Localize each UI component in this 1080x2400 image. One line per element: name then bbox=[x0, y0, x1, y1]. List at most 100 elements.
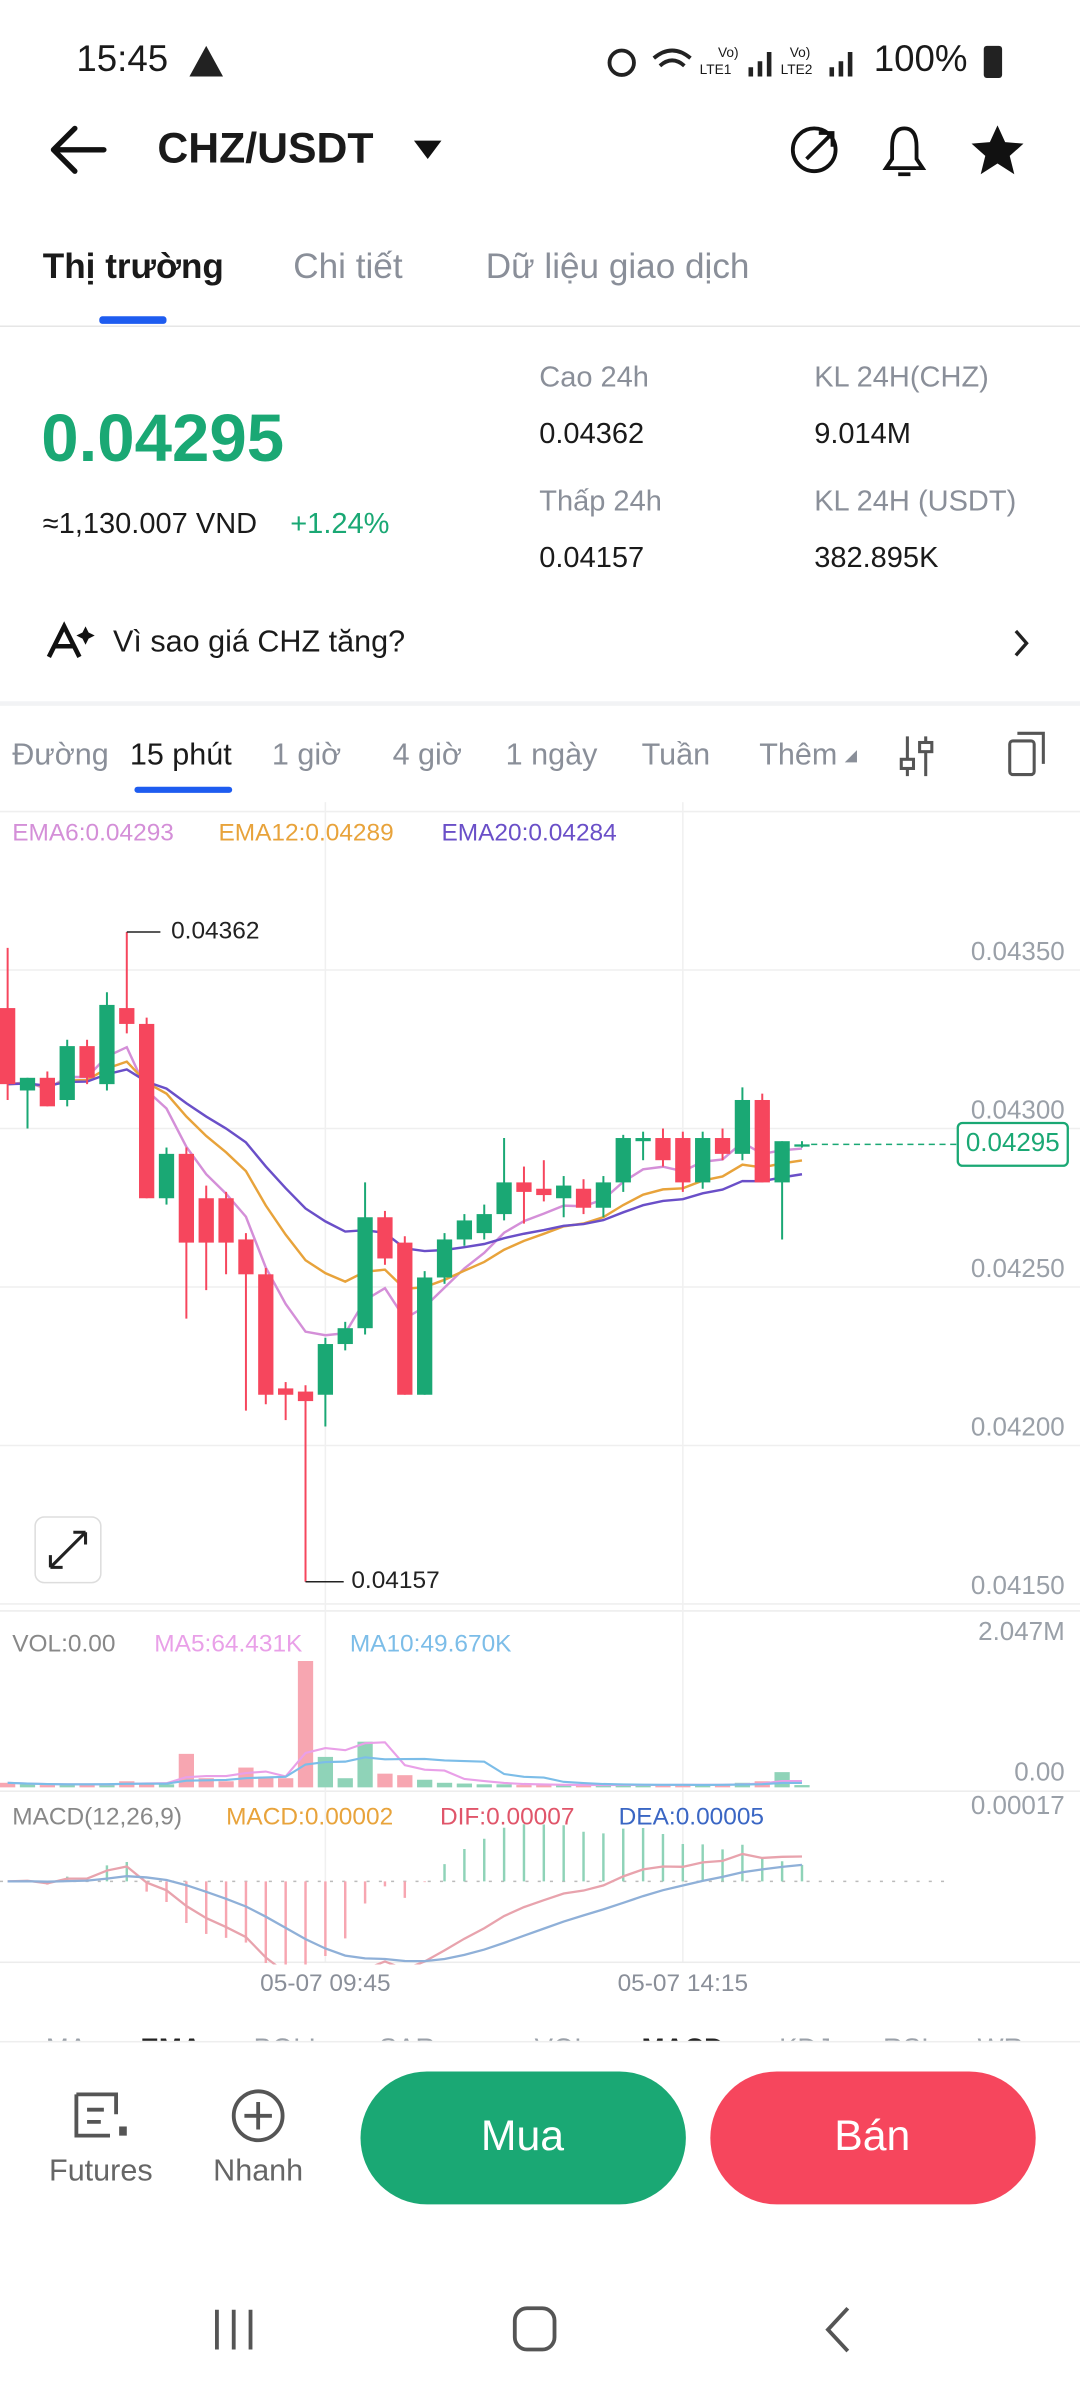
volume-bar bbox=[397, 1775, 413, 1788]
battery-icon bbox=[983, 45, 1003, 78]
volume-bar bbox=[794, 1785, 810, 1788]
volume-bar bbox=[695, 1785, 711, 1788]
interval[interactable]: 4 giờ bbox=[393, 737, 462, 771]
tab[interactable]: Chi tiết bbox=[293, 247, 403, 286]
layout-button[interactable] bbox=[1008, 731, 1045, 777]
indicator-tab: EMA bbox=[141, 2032, 202, 2063]
quick-button[interactable]: Nhanh bbox=[213, 2089, 303, 2187]
indicator-tab: BOLL bbox=[254, 2032, 324, 2063]
candle-body bbox=[615, 1138, 631, 1183]
quick-label: Nhanh bbox=[213, 2153, 303, 2187]
insight-row[interactable]: Vì sao giá CHZ tăng? bbox=[46, 621, 1029, 658]
volume-tick-label: 0.00 bbox=[1014, 1756, 1065, 1786]
volume-bar bbox=[774, 1772, 790, 1788]
volume-bar bbox=[575, 1785, 592, 1788]
interval[interactable]: Thêm bbox=[759, 737, 837, 771]
volume-bar bbox=[59, 1785, 75, 1788]
volume-bar bbox=[436, 1782, 453, 1788]
candle-body bbox=[595, 1182, 612, 1208]
sim2: Vo) bbox=[790, 45, 811, 60]
y-tick-label: 0.04400 bbox=[971, 778, 1065, 808]
candle-body bbox=[436, 1239, 453, 1278]
interval[interactable]: 15 phút bbox=[130, 737, 232, 771]
indicator-tab: WR bbox=[978, 2032, 1024, 2063]
volume-bar bbox=[456, 1783, 473, 1788]
favorite-button[interactable] bbox=[971, 125, 1024, 175]
last-price-tag bbox=[956, 1121, 1069, 1167]
y-tick-label: 0.04350 bbox=[971, 936, 1065, 966]
candle-body bbox=[794, 1144, 810, 1147]
interval-indicator bbox=[134, 786, 233, 793]
candle-body bbox=[377, 1217, 393, 1259]
stat-value: 382.895K bbox=[814, 542, 939, 574]
legend-entry: EMA12:0.04289 bbox=[218, 820, 393, 847]
nav-home[interactable] bbox=[512, 2306, 557, 2352]
interval[interactable]: Tuần bbox=[642, 737, 711, 771]
volume-bar bbox=[595, 1785, 612, 1788]
volume-bar bbox=[139, 1782, 155, 1788]
pair-title[interactable]: CHZ/USDT bbox=[157, 125, 373, 173]
candle-body bbox=[337, 1328, 353, 1345]
tab-indicator bbox=[99, 316, 167, 324]
candle-body bbox=[19, 1077, 36, 1091]
volume-bar bbox=[0, 1782, 16, 1788]
pair-dropdown[interactable] bbox=[413, 140, 442, 159]
divider bbox=[0, 1790, 1080, 1792]
candle-body bbox=[695, 1138, 711, 1183]
sim1: Vo) bbox=[718, 45, 739, 60]
legend-entry: EMA6:0.04293 bbox=[12, 820, 174, 847]
volume-bar bbox=[39, 1785, 55, 1788]
legend-entry: EMA20:0.04284 bbox=[441, 820, 616, 847]
interval[interactable]: Đường bbox=[12, 737, 109, 771]
bell-button[interactable] bbox=[882, 126, 927, 177]
back-button[interactable] bbox=[50, 125, 107, 174]
candle-body bbox=[278, 1388, 294, 1395]
share-button[interactable] bbox=[790, 126, 838, 174]
interval[interactable]: 1 giờ bbox=[272, 737, 341, 771]
candle-body bbox=[635, 1138, 651, 1142]
interval[interactable]: 1 ngày bbox=[506, 737, 598, 771]
candle-body bbox=[754, 1099, 770, 1183]
tab[interactable]: Thị trường bbox=[43, 247, 224, 286]
nav-recents[interactable] bbox=[215, 2309, 253, 2350]
price-change: +1.24% bbox=[290, 508, 389, 540]
volume-ma-line bbox=[7, 1756, 802, 1786]
volume-tick-label: 2.047M bbox=[978, 1616, 1065, 1646]
stat-label: Cao 24h bbox=[539, 362, 649, 394]
candle-body bbox=[774, 1141, 790, 1183]
indicator-tab: MACD bbox=[642, 2032, 724, 2063]
stat-value: 0.04157 bbox=[539, 542, 644, 574]
candle-body bbox=[158, 1153, 175, 1199]
settings-button[interactable] bbox=[899, 736, 934, 777]
expand-button[interactable] bbox=[34, 1516, 102, 1584]
candle-body bbox=[655, 1138, 671, 1161]
indicator-row: MA EMA BOLL SAR VOL MACD KDJ RSI WR bbox=[46, 2032, 1024, 2063]
candle-body bbox=[714, 1138, 731, 1154]
futures-button[interactable]: Futures bbox=[49, 2092, 153, 2187]
volume-bar bbox=[377, 1773, 393, 1788]
lte1: LTE1 bbox=[700, 62, 732, 77]
indicator-tab: MA bbox=[46, 2032, 88, 2063]
candle-body bbox=[119, 1008, 135, 1024]
indicator-tab: KDJ bbox=[779, 2032, 831, 2063]
candle-body bbox=[456, 1220, 473, 1240]
high-label: 0.04362 bbox=[171, 917, 259, 944]
y-tick-label: 0.04300 bbox=[971, 1095, 1065, 1125]
volume-chart bbox=[0, 1660, 810, 1788]
candle-body bbox=[357, 1217, 373, 1329]
buy-button[interactable]: Mua bbox=[360, 2071, 686, 2205]
volume-bar bbox=[79, 1784, 95, 1788]
section-gap bbox=[0, 701, 1080, 706]
y-tick-label: 0.04150 bbox=[971, 1570, 1065, 1600]
candle-body bbox=[575, 1188, 592, 1208]
stat-label: KL 24H (USDT) bbox=[814, 485, 1016, 517]
tab[interactable]: Dữ liệu giao dịch bbox=[486, 247, 750, 286]
nav-back[interactable] bbox=[825, 2306, 850, 2353]
stat-label: KL 24H(CHZ) bbox=[814, 362, 989, 394]
volume-bar bbox=[158, 1784, 175, 1788]
volume-bar bbox=[556, 1785, 572, 1788]
candle-body bbox=[79, 1046, 95, 1078]
sell-button[interactable]: Bán bbox=[710, 2071, 1036, 2205]
